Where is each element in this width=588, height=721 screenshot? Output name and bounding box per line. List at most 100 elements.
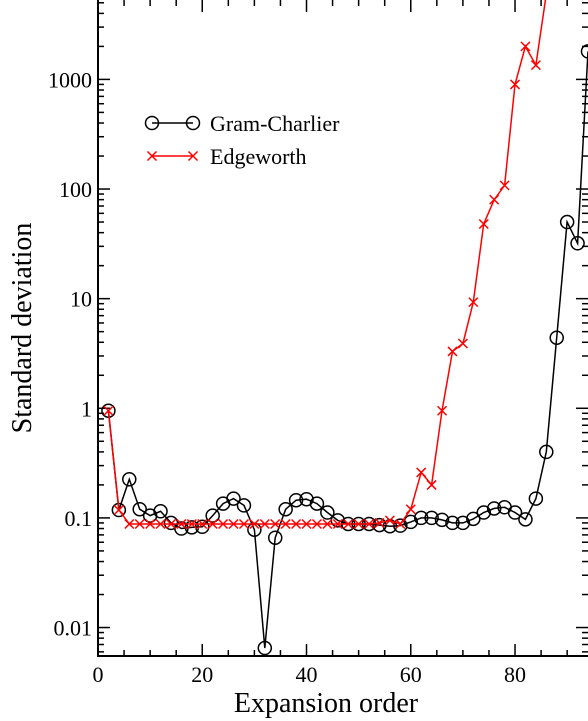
data-point <box>434 512 450 528</box>
y-tick-label: 0.01 <box>54 616 93 641</box>
data-point <box>499 180 510 191</box>
data-point <box>416 467 427 478</box>
data-point <box>426 479 437 490</box>
data-point <box>187 150 199 162</box>
data-point <box>393 518 408 533</box>
data-point <box>507 505 523 520</box>
data-point <box>478 218 489 230</box>
data-point <box>559 214 575 230</box>
data-point <box>405 504 416 515</box>
data-point <box>238 518 249 530</box>
x-tick-label: 80 <box>504 662 526 687</box>
data-point <box>539 444 554 460</box>
data-point <box>424 510 439 526</box>
data-point <box>259 518 270 530</box>
x-tick-label: 60 <box>400 662 422 687</box>
data-point <box>332 518 343 530</box>
data-point <box>270 518 281 530</box>
data-point <box>186 518 197 530</box>
data-point <box>518 512 533 527</box>
data-point <box>280 518 291 530</box>
data-point <box>489 194 500 205</box>
y-tick-label: 10 <box>70 287 92 312</box>
data-point <box>455 515 471 531</box>
y-axis-title: Standard deviation <box>7 223 38 434</box>
x-tick-label: 0 <box>93 662 104 687</box>
data-point <box>155 518 166 530</box>
data-point <box>124 518 135 530</box>
data-point <box>309 496 325 511</box>
series-layer <box>101 0 588 656</box>
y-tick-label: 100 <box>59 177 92 202</box>
data-point <box>437 405 448 416</box>
data-point <box>445 515 460 531</box>
data-point <box>413 510 429 526</box>
data-point <box>267 530 283 545</box>
series-gram-charlier <box>101 44 588 656</box>
x-axis-title: Expansion order <box>234 688 419 719</box>
legend-label: Edgeworth <box>210 144 307 169</box>
legend-label: Gram-Charlier <box>210 111 340 136</box>
data-point <box>113 504 124 516</box>
data-point <box>165 518 177 530</box>
data-point <box>374 517 385 528</box>
data-point <box>403 514 419 530</box>
data-point <box>257 640 273 656</box>
legend-item: Gram-Charlier <box>144 111 340 136</box>
data-point <box>570 236 585 251</box>
data-point <box>132 501 147 517</box>
data-point <box>249 518 260 530</box>
data-point <box>468 297 479 308</box>
data-point <box>520 41 531 52</box>
data-point <box>322 518 333 530</box>
data-point <box>218 518 229 530</box>
data-point <box>195 519 210 535</box>
data-point <box>176 518 187 530</box>
data-point <box>153 504 168 519</box>
y-tick-label: 1000 <box>48 67 92 92</box>
data-point <box>457 338 468 349</box>
data-point <box>549 330 564 345</box>
data-point <box>509 79 521 90</box>
axes: 0 20 40 60 80 0.01 0.1 1 10 100 1000 Expansion orde… <box>7 0 588 719</box>
data-point <box>486 501 502 516</box>
data-point <box>122 472 137 487</box>
data-point <box>447 346 458 357</box>
data-point <box>278 501 293 517</box>
data-point <box>395 518 406 530</box>
x-tick-label: 40 <box>296 662 318 687</box>
data-point <box>145 518 156 530</box>
y-tick-label: 0.1 <box>65 506 93 531</box>
data-point <box>343 518 354 530</box>
data-point <box>320 505 335 520</box>
legend: Gram-Charlier Edgeworth <box>144 111 340 169</box>
series-line <box>107 0 547 525</box>
data-point <box>288 492 304 508</box>
data-point <box>185 115 201 131</box>
x-tick-label: 20 <box>191 662 213 687</box>
data-point <box>384 515 395 526</box>
data-point <box>528 491 544 506</box>
data-point <box>146 150 158 162</box>
data-point <box>134 518 145 530</box>
data-point <box>580 44 588 59</box>
plot-frame <box>97 0 588 657</box>
data-point <box>466 511 481 527</box>
data-point <box>197 518 208 530</box>
data-point <box>476 505 491 520</box>
data-point <box>311 518 322 530</box>
data-point <box>530 60 541 71</box>
data-point <box>144 115 160 131</box>
data-point <box>236 498 252 513</box>
legend-item: Edgeworth <box>146 144 307 169</box>
data-point <box>103 405 114 416</box>
data-point <box>353 518 364 530</box>
data-point <box>291 518 302 530</box>
data-point <box>207 518 218 530</box>
data-point <box>226 491 241 506</box>
series-edgeworth <box>103 0 547 530</box>
y-tick-label: 1 <box>81 396 92 421</box>
data-point <box>228 518 239 530</box>
series-line <box>107 51 588 649</box>
